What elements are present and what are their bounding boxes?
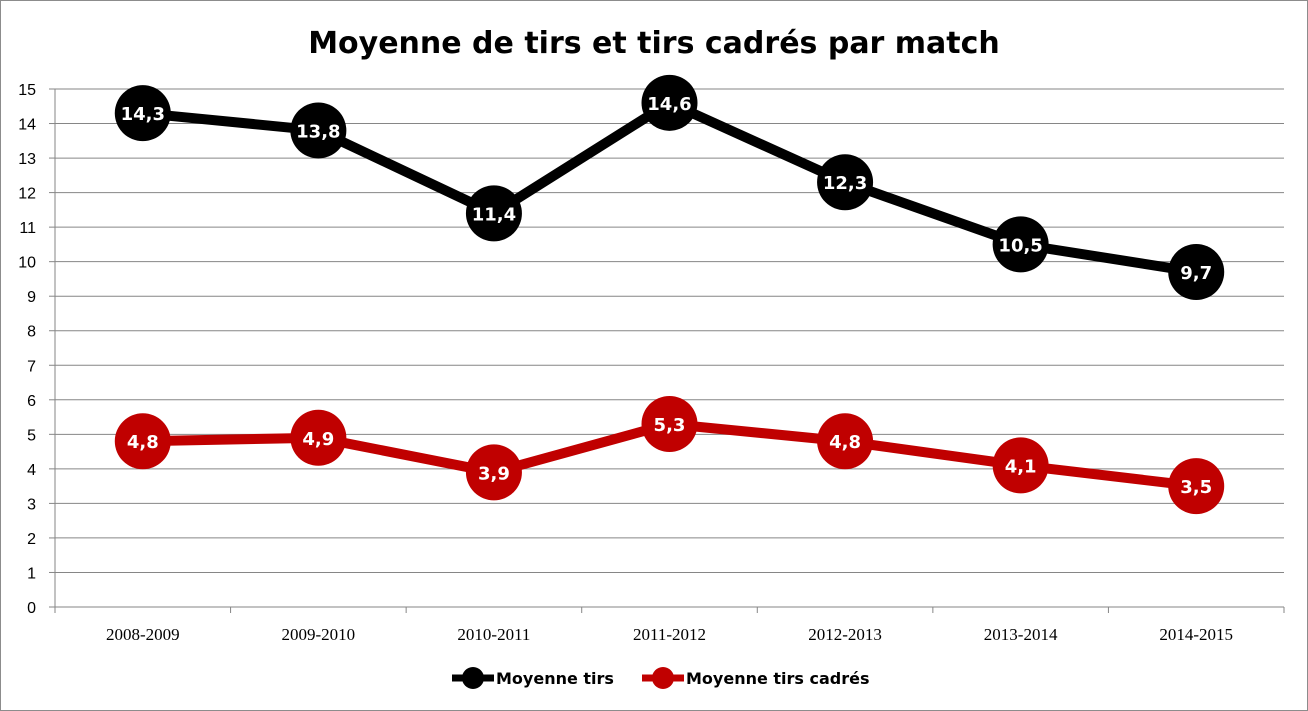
series-group: 14,313,811,414,612,310,59,74,8 4,93,95,34… (114, 74, 1225, 515)
x-tick-label: 2008-2009 (106, 625, 180, 644)
legend-marker (462, 667, 484, 689)
y-tick-label: 12 (18, 186, 36, 203)
y-tick-label: 2 (27, 531, 36, 548)
x-tick-label: 2012-2013 (808, 625, 882, 644)
data-label: 3,5 (1180, 477, 1212, 498)
data-label: 14,3 (121, 104, 165, 125)
data-point (290, 102, 347, 159)
data-label: 9,7 (1180, 263, 1212, 284)
data-label: 5,3 (654, 415, 686, 436)
data-point (465, 185, 522, 242)
y-tick-label: 10 (18, 255, 36, 272)
x-tick-label: 2010-2011 (457, 625, 530, 644)
data-point (114, 85, 171, 142)
y-tick-label: 11 (19, 220, 36, 237)
legend: Moyenne tirs Moyenne tirs cadrés (452, 667, 870, 689)
y-tick-label: 7 (27, 358, 36, 375)
data-label: 10,5 (998, 235, 1042, 256)
x-tick-label: 2009-2010 (282, 625, 356, 644)
y-tick-label: 14 (18, 117, 36, 134)
legend-entry-2: Moyenne tirs cadrés (642, 667, 870, 689)
chart-title: Moyenne de tirs et tirs cadrés par match (308, 26, 1000, 61)
data-label: 3,9 (478, 463, 510, 484)
data-label: 4,1 (1005, 456, 1037, 477)
data-point (817, 413, 874, 470)
x-tick-label: 2014-2015 (1159, 625, 1233, 644)
y-tick-label: 0 (27, 600, 36, 617)
data-label: 4,8 (829, 432, 861, 453)
data-label: 13,8 (296, 121, 340, 142)
data-label: 12,3 (823, 173, 867, 194)
y-tick-label: 4 (27, 462, 36, 479)
series-1: 14,3 13,8 11,4 14,6 12,3 10,5 9,7 (114, 74, 1225, 301)
data-point (641, 395, 698, 452)
axes (49, 88, 1285, 613)
y-tick-label: 5 (27, 427, 36, 444)
series-2: 4,8 4,9 3,9 5,3 4,8 4,1 3,5 (114, 395, 1225, 515)
x-tick-label: 2011-2012 (633, 625, 706, 644)
legend-entry-1: Moyenne tirs (452, 667, 614, 689)
y-tick-label: 3 (27, 496, 36, 513)
data-label: 11,4 (472, 204, 516, 225)
legend-label: Moyenne tirs cadrés (686, 669, 870, 688)
x-axis-ticks: 2008-2009 2009-2010 2010-2011 2011-2012 2012… (106, 625, 1233, 644)
gridlines (55, 88, 1284, 573)
legend-label: Moyenne tirs (496, 669, 614, 688)
legend-marker (652, 667, 674, 689)
data-label: 4,9 (302, 429, 334, 450)
y-tick-label: 13 (18, 151, 36, 168)
data-point (992, 216, 1049, 273)
y-tick-label: 6 (27, 393, 36, 410)
data-point (1168, 244, 1225, 301)
data-point (290, 409, 347, 466)
x-tick-label: 2013-2014 (984, 625, 1058, 644)
y-tick-label: 1 (27, 565, 36, 582)
y-tick-label: 8 (27, 324, 36, 341)
data-point (641, 74, 698, 131)
y-tick-label: 15 (18, 82, 36, 99)
data-point (992, 437, 1049, 494)
data-point (465, 444, 522, 501)
data-label: 14,6 (647, 94, 691, 115)
data-point (1168, 458, 1225, 515)
data-label: 4,8 (127, 432, 159, 453)
data-point (817, 154, 874, 211)
data-point (114, 413, 171, 470)
y-tick-label: 9 (27, 289, 36, 306)
